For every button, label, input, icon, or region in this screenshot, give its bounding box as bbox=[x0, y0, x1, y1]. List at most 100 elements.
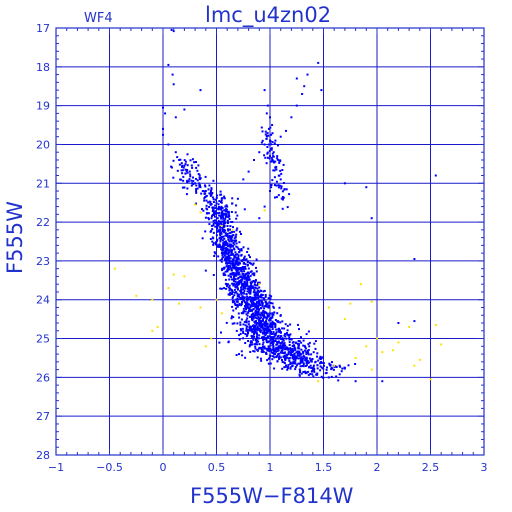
data-point bbox=[290, 338, 293, 341]
data-point bbox=[228, 287, 231, 290]
data-point bbox=[221, 269, 224, 272]
data-point bbox=[225, 262, 228, 265]
data-point bbox=[234, 278, 237, 281]
data-point bbox=[259, 331, 262, 334]
data-point bbox=[294, 368, 297, 371]
data-point bbox=[279, 331, 282, 334]
data-point bbox=[285, 357, 288, 360]
data-point bbox=[266, 323, 269, 326]
data-point bbox=[236, 267, 239, 269]
data-point bbox=[246, 261, 249, 264]
data-point bbox=[272, 340, 275, 342]
data-point bbox=[225, 321, 228, 324]
data-point bbox=[304, 357, 307, 360]
data-point bbox=[244, 333, 247, 335]
data-point bbox=[265, 353, 268, 355]
data-point bbox=[280, 187, 283, 190]
data-point bbox=[245, 272, 248, 275]
data-point bbox=[219, 234, 222, 237]
data-point bbox=[271, 132, 274, 135]
data-point bbox=[243, 301, 246, 304]
data-point bbox=[231, 273, 234, 276]
data-point bbox=[279, 345, 282, 348]
data-point bbox=[196, 169, 199, 172]
data-point bbox=[257, 282, 260, 285]
data-point bbox=[223, 240, 226, 243]
data-point bbox=[253, 291, 256, 294]
data-point bbox=[294, 357, 297, 360]
data-point bbox=[271, 341, 274, 344]
data-point bbox=[220, 206, 223, 209]
data-point bbox=[290, 350, 293, 353]
data-point bbox=[221, 258, 224, 261]
data-point bbox=[251, 317, 254, 319]
data-point bbox=[215, 196, 218, 199]
data-point bbox=[314, 340, 317, 343]
data-point bbox=[292, 344, 295, 347]
data-point bbox=[252, 286, 255, 289]
data-point bbox=[174, 151, 177, 154]
data-point bbox=[211, 214, 214, 216]
data-point bbox=[185, 170, 188, 173]
data-point bbox=[242, 332, 245, 334]
data-point bbox=[272, 169, 275, 172]
data-point bbox=[273, 350, 276, 353]
data-point bbox=[252, 328, 255, 331]
data-point bbox=[266, 314, 269, 317]
data-point bbox=[193, 161, 196, 164]
data-point bbox=[246, 333, 249, 336]
data-point bbox=[286, 333, 289, 336]
data-point bbox=[271, 320, 274, 323]
data-point bbox=[253, 350, 256, 353]
data-point bbox=[263, 347, 266, 350]
data-point bbox=[287, 351, 290, 354]
data-point bbox=[271, 158, 274, 161]
data-point bbox=[250, 285, 253, 288]
data-point bbox=[278, 306, 281, 309]
data-point bbox=[226, 248, 229, 251]
data-point bbox=[268, 347, 270, 350]
data-point bbox=[238, 316, 241, 319]
data-point bbox=[195, 166, 198, 169]
y-tick-label: 27 bbox=[36, 410, 50, 423]
data-point bbox=[246, 295, 249, 298]
data-point bbox=[277, 346, 280, 349]
data-point bbox=[306, 362, 309, 364]
data-point bbox=[251, 273, 254, 276]
data-point bbox=[289, 366, 292, 369]
data-point bbox=[254, 309, 257, 312]
data-point bbox=[183, 159, 186, 162]
data-point bbox=[203, 190, 206, 193]
data-point bbox=[222, 242, 225, 245]
data-point bbox=[248, 329, 251, 332]
data-point-secondary bbox=[172, 273, 175, 276]
data-point bbox=[264, 334, 267, 336]
data-point bbox=[267, 336, 269, 339]
data-point bbox=[213, 215, 216, 218]
data-point bbox=[186, 153, 189, 156]
data-point bbox=[220, 220, 223, 223]
data-point bbox=[186, 181, 189, 184]
data-point bbox=[240, 267, 243, 270]
data-point bbox=[300, 336, 302, 339]
data-point bbox=[309, 373, 312, 375]
data-point bbox=[217, 229, 220, 232]
data-point bbox=[322, 362, 325, 365]
data-point bbox=[244, 342, 247, 344]
data-point bbox=[320, 357, 323, 360]
data-point bbox=[258, 343, 261, 346]
data-point bbox=[295, 364, 298, 367]
data-point bbox=[223, 237, 226, 240]
data-point bbox=[302, 339, 305, 342]
data-point bbox=[227, 228, 229, 231]
data-point bbox=[312, 364, 315, 367]
data-point bbox=[226, 232, 229, 235]
data-point bbox=[304, 359, 307, 362]
data-point bbox=[288, 338, 291, 341]
data-point bbox=[266, 305, 269, 308]
data-point bbox=[229, 275, 232, 278]
data-point bbox=[252, 335, 255, 338]
x-tick-label: −0.5 bbox=[96, 461, 123, 474]
data-point bbox=[247, 272, 250, 275]
data-point bbox=[263, 316, 265, 318]
